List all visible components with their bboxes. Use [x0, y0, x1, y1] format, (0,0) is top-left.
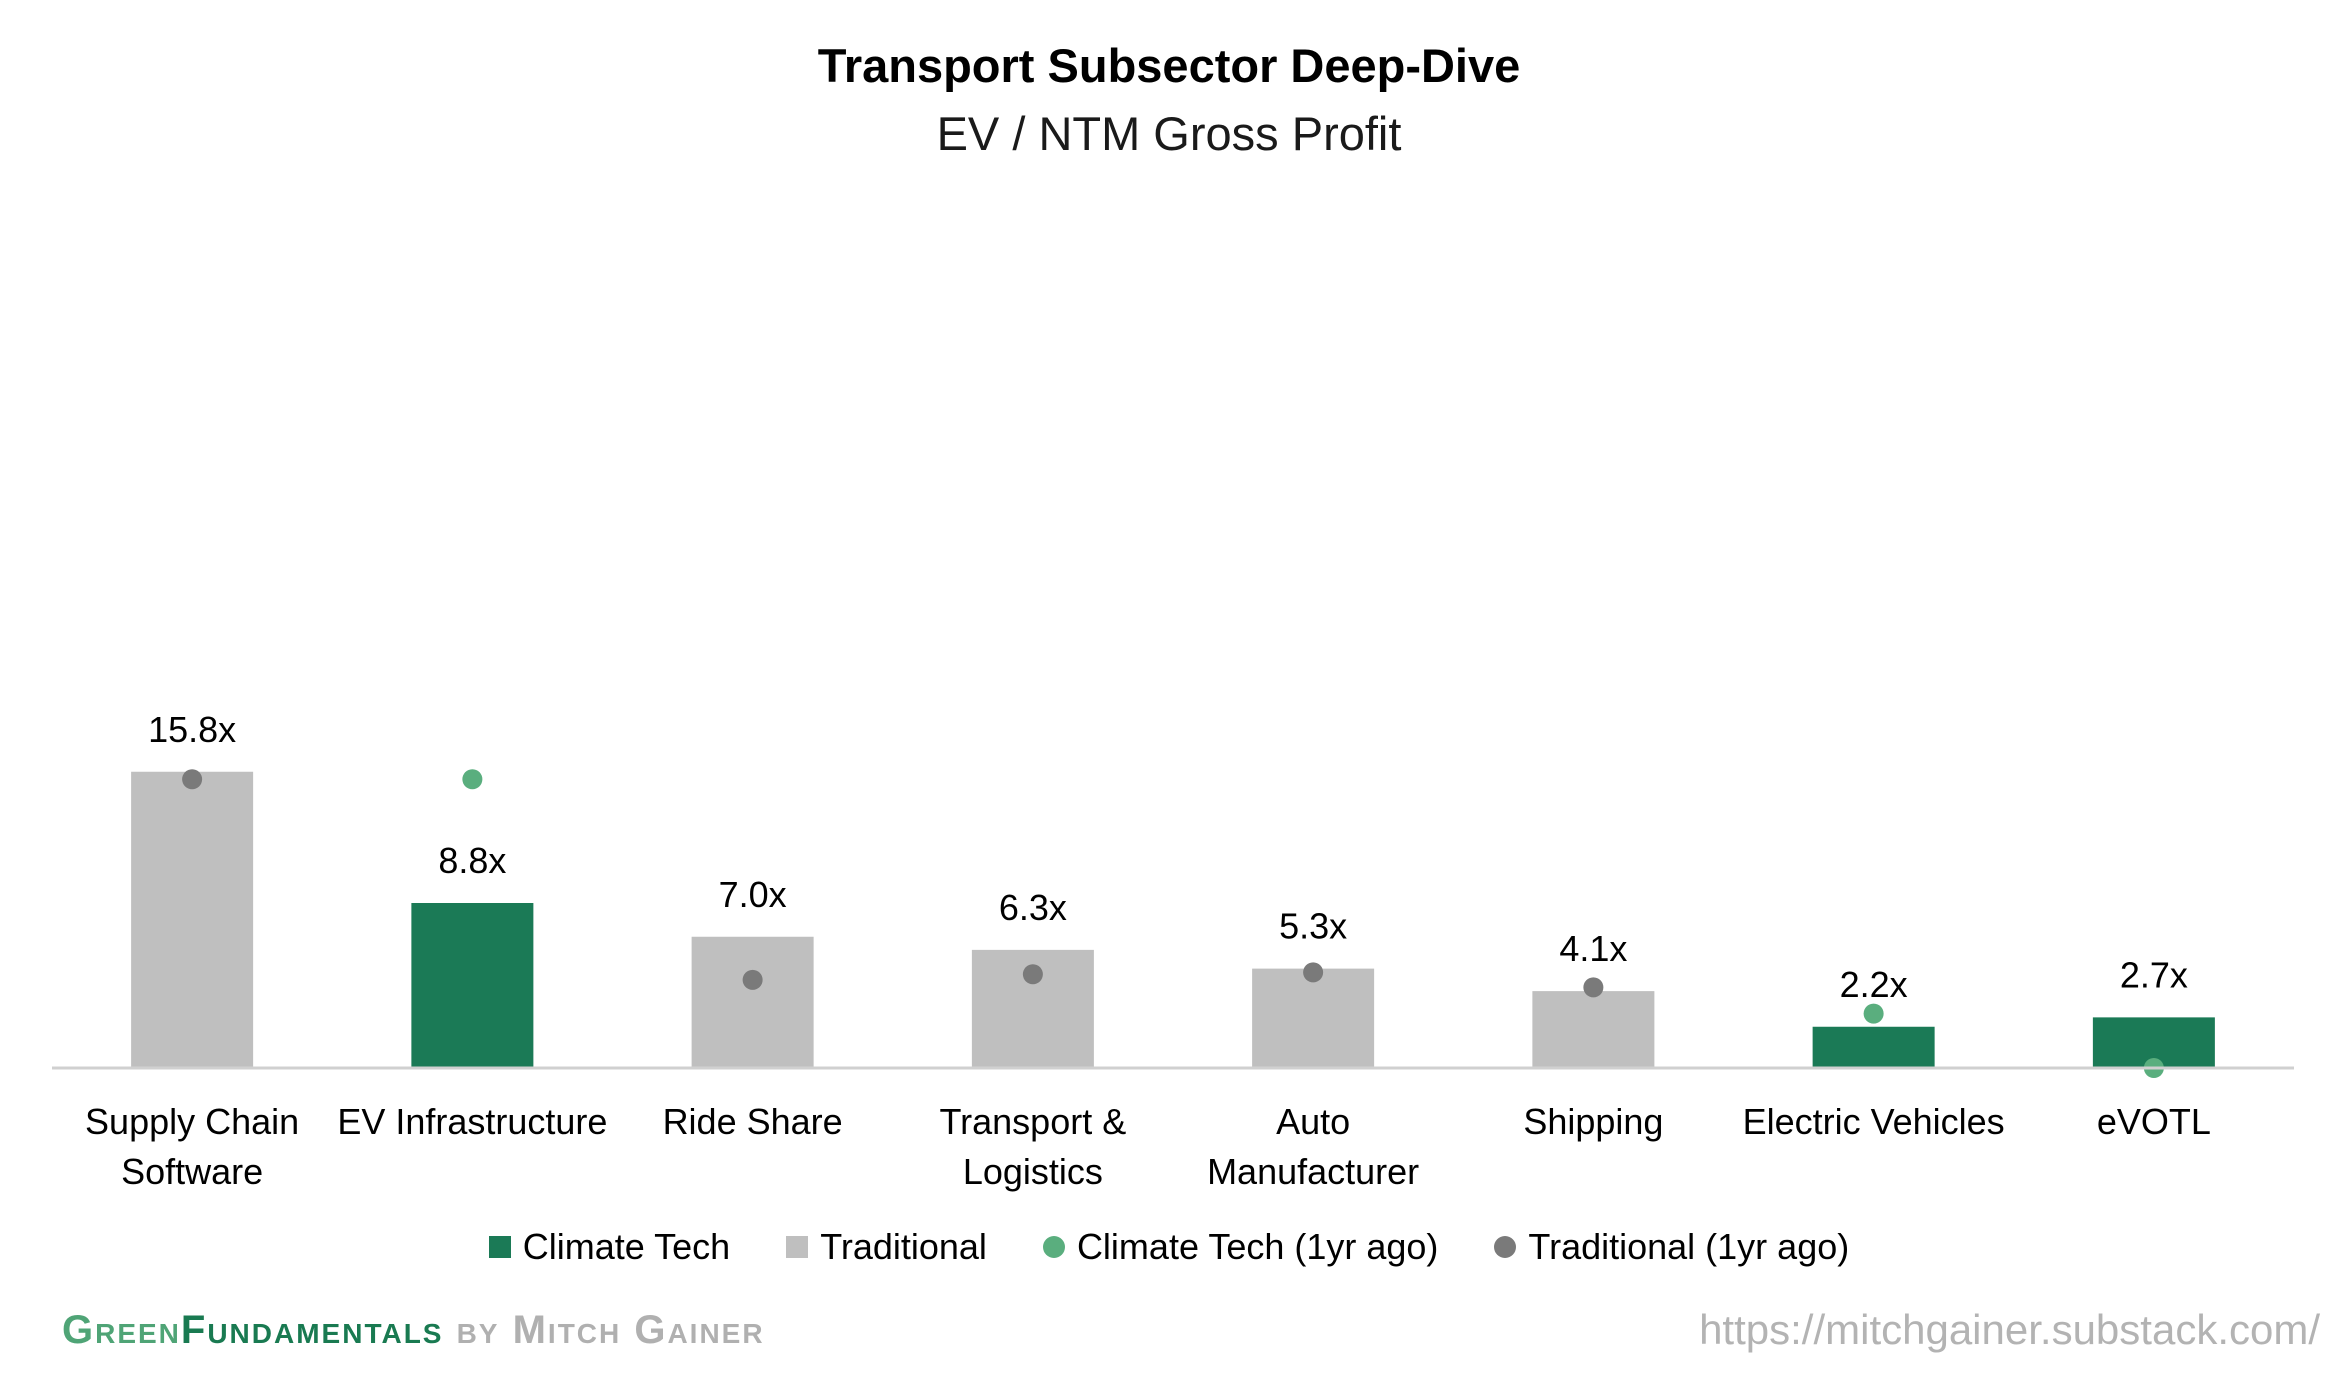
- chart-subtitle: EV / NTM Gross Profit: [936, 107, 1402, 160]
- x-tick-label: Supply Chain: [85, 1101, 299, 1142]
- bar: [691, 936, 814, 1068]
- bar: [1252, 968, 1375, 1068]
- x-tick-label: Transport &: [940, 1101, 1127, 1142]
- marker-1yr-ago: [182, 769, 203, 790]
- marker-1yr-ago: [1022, 964, 1043, 985]
- x-tick-label: Ride Share: [663, 1101, 843, 1142]
- legend-item-climate-tech-1yr: Climate Tech (1yr ago): [1042, 1226, 1439, 1268]
- brand-logo-text: GreenFundamentals by Mitch Gainer: [62, 1308, 765, 1353]
- bar: [131, 771, 254, 1068]
- marker-1yr-ago: [742, 969, 763, 990]
- source-url: https://mitchgainer.substack.com/: [1699, 1306, 2320, 1353]
- legend-item-traditional: Traditional: [786, 1226, 987, 1268]
- brand-fundamentals: Fundamentals: [180, 1308, 444, 1352]
- bar: [1532, 991, 1655, 1068]
- chart-legend: Climate Tech Traditional Climate Tech (1…: [0, 1226, 2338, 1268]
- brand-green: Green: [62, 1308, 181, 1352]
- x-tick-label: EV Infrastructure: [337, 1101, 607, 1142]
- legend-item-climate-tech: Climate Tech: [488, 1226, 731, 1268]
- marker-1yr-ago: [462, 769, 483, 790]
- data-label: 7.0x: [719, 874, 787, 915]
- brand-byline: by Mitch Gainer: [443, 1308, 765, 1352]
- x-tick-label: Logistics: [963, 1151, 1103, 1192]
- legend-label-traditional-1yr: Traditional (1yr ago): [1528, 1226, 1850, 1267]
- x-tick-label: Electric Vehicles: [1743, 1101, 2005, 1142]
- legend-swatch-climate-tech-1yr: [1042, 1236, 1065, 1258]
- legend-label-climate-tech-1yr: Climate Tech (1yr ago): [1076, 1226, 1439, 1267]
- legend-swatch-traditional: [786, 1236, 809, 1258]
- marker-1yr-ago: [1583, 977, 1604, 998]
- data-label: 2.7x: [2120, 954, 2188, 995]
- x-tick-label: Manufacturer: [1207, 1151, 1419, 1192]
- bar-chart: 15.8x Supply Chain Software 8.8x EV Infrastr…: [52, 709, 2294, 1192]
- data-label: 8.8x: [438, 840, 506, 881]
- legend-swatch-climate-tech: [488, 1236, 511, 1258]
- x-tick-label: eVOTL: [2097, 1101, 2211, 1142]
- legend-item-traditional-1yr: Traditional (1yr ago): [1494, 1226, 1849, 1268]
- x-tick-label: Auto: [1276, 1101, 1350, 1142]
- legend-swatch-traditional-1yr: [1494, 1236, 1517, 1258]
- marker-1yr-ago: [1303, 962, 1324, 983]
- data-label: 2.2x: [1840, 964, 1908, 1005]
- bar: [411, 903, 534, 1068]
- data-label: 5.3x: [1279, 906, 1347, 947]
- bar: [1812, 1026, 1935, 1068]
- data-label: 4.1x: [1559, 928, 1627, 969]
- data-label: 6.3x: [999, 887, 1067, 928]
- x-tick-label: Software: [121, 1151, 263, 1192]
- data-label: 15.8x: [148, 709, 236, 750]
- legend-label-climate-tech: Climate Tech: [522, 1226, 731, 1267]
- x-tick-label: Shipping: [1523, 1101, 1663, 1142]
- legend-label-traditional: Traditional: [820, 1226, 987, 1267]
- chart-title: Transport Subsector Deep-Dive: [817, 39, 1521, 92]
- marker-1yr-ago: [1863, 1003, 1884, 1024]
